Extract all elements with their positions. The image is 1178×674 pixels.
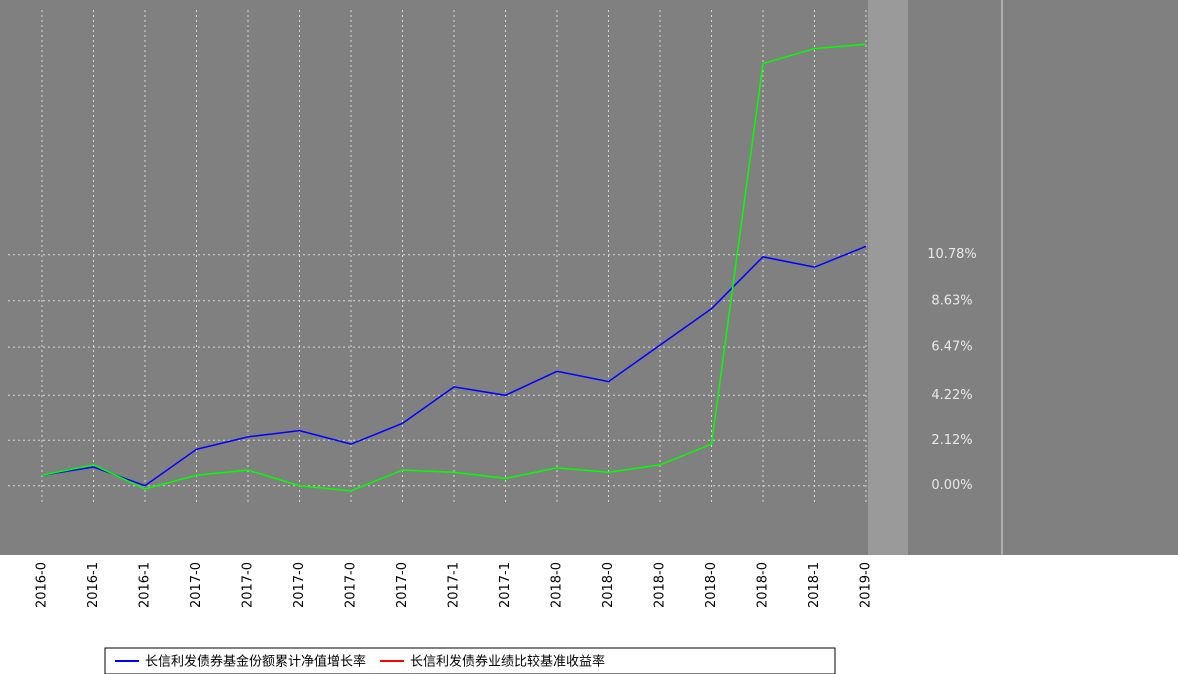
y-tick-label: 0.00% — [931, 478, 972, 493]
x-tick-label: 2017-0 — [292, 562, 307, 608]
x-tick-label: 2018-0 — [756, 562, 771, 608]
x-tick-label: 2018-0 — [601, 562, 616, 608]
y-tick-label: 8.63% — [931, 293, 972, 308]
x-tick-label: 2017-0 — [189, 562, 204, 608]
x-tick-label: 2017-0 — [395, 562, 410, 608]
x-tick-label: 2017-0 — [344, 562, 359, 608]
x-tick-label: 2016-1 — [138, 562, 153, 608]
legend-label: 长信利发债券业绩比较基准收益率 — [410, 654, 605, 670]
x-tick-label: 2018-0 — [704, 562, 719, 608]
y-tick-label: 6.47% — [931, 340, 972, 355]
x-tick-label: 2017-1 — [447, 562, 462, 608]
x-tick-label: 2018-0 — [550, 562, 565, 608]
x-tick-label: 2018-1 — [807, 562, 822, 608]
y-tick-label: 4.22% — [931, 388, 972, 403]
x-tick-label: 2016-0 — [35, 562, 50, 608]
x-tick-label: 2017-0 — [241, 562, 256, 608]
page: 0.00% 2.12% 4.22% 6.47% 8.63% 10.78% 2016-0 201… — [0, 0, 1178, 674]
x-tick-label: 2018-0 — [653, 562, 668, 608]
legend-label: 长信利发债券基金份额累计净值增长率 — [145, 654, 366, 670]
divider-panel — [868, 0, 908, 555]
y-tick-label: 2.12% — [931, 433, 972, 448]
plot-background — [0, 0, 1178, 555]
x-tick-label: 2016-1 — [86, 562, 101, 608]
y-tick-label: 10.78% — [927, 247, 977, 262]
x-tick-label: 2017-1 — [498, 562, 513, 608]
x-tick-label: 2019-0 — [859, 562, 874, 608]
chart: 0.00% 2.12% 4.22% 6.47% 8.63% 10.78% 2016-0 201… — [0, 0, 1178, 674]
